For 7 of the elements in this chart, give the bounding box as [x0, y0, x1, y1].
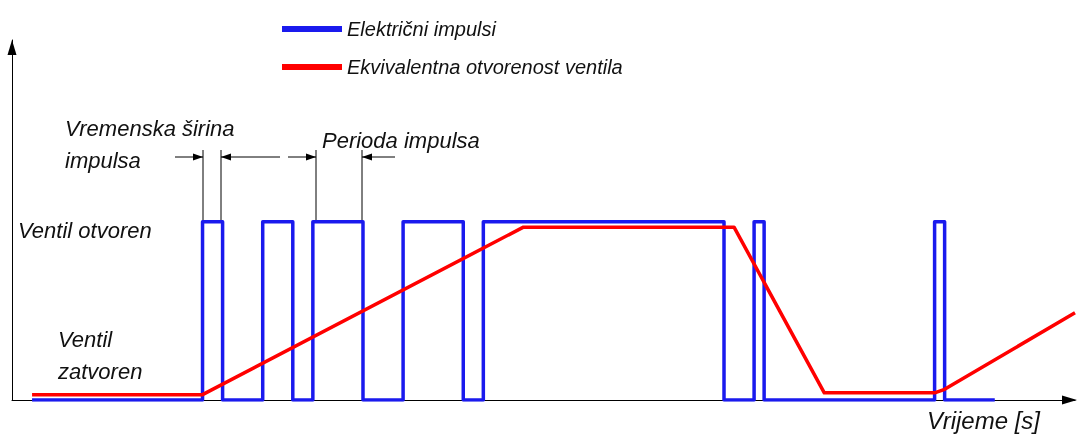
annotation: Ventil otvoren — [18, 217, 152, 243]
legend-label: Ekvivalentna otvorenost ventila — [347, 56, 623, 78]
text: Perioda impulsa — [322, 127, 480, 153]
annotation: Ventil zatvoren — [57, 326, 143, 384]
legend-label: Električni impulsi — [347, 18, 497, 40]
text: Vremenska širina impulsa — [65, 115, 235, 173]
x-axis-title: Vrijeme [s] — [927, 406, 1042, 434]
